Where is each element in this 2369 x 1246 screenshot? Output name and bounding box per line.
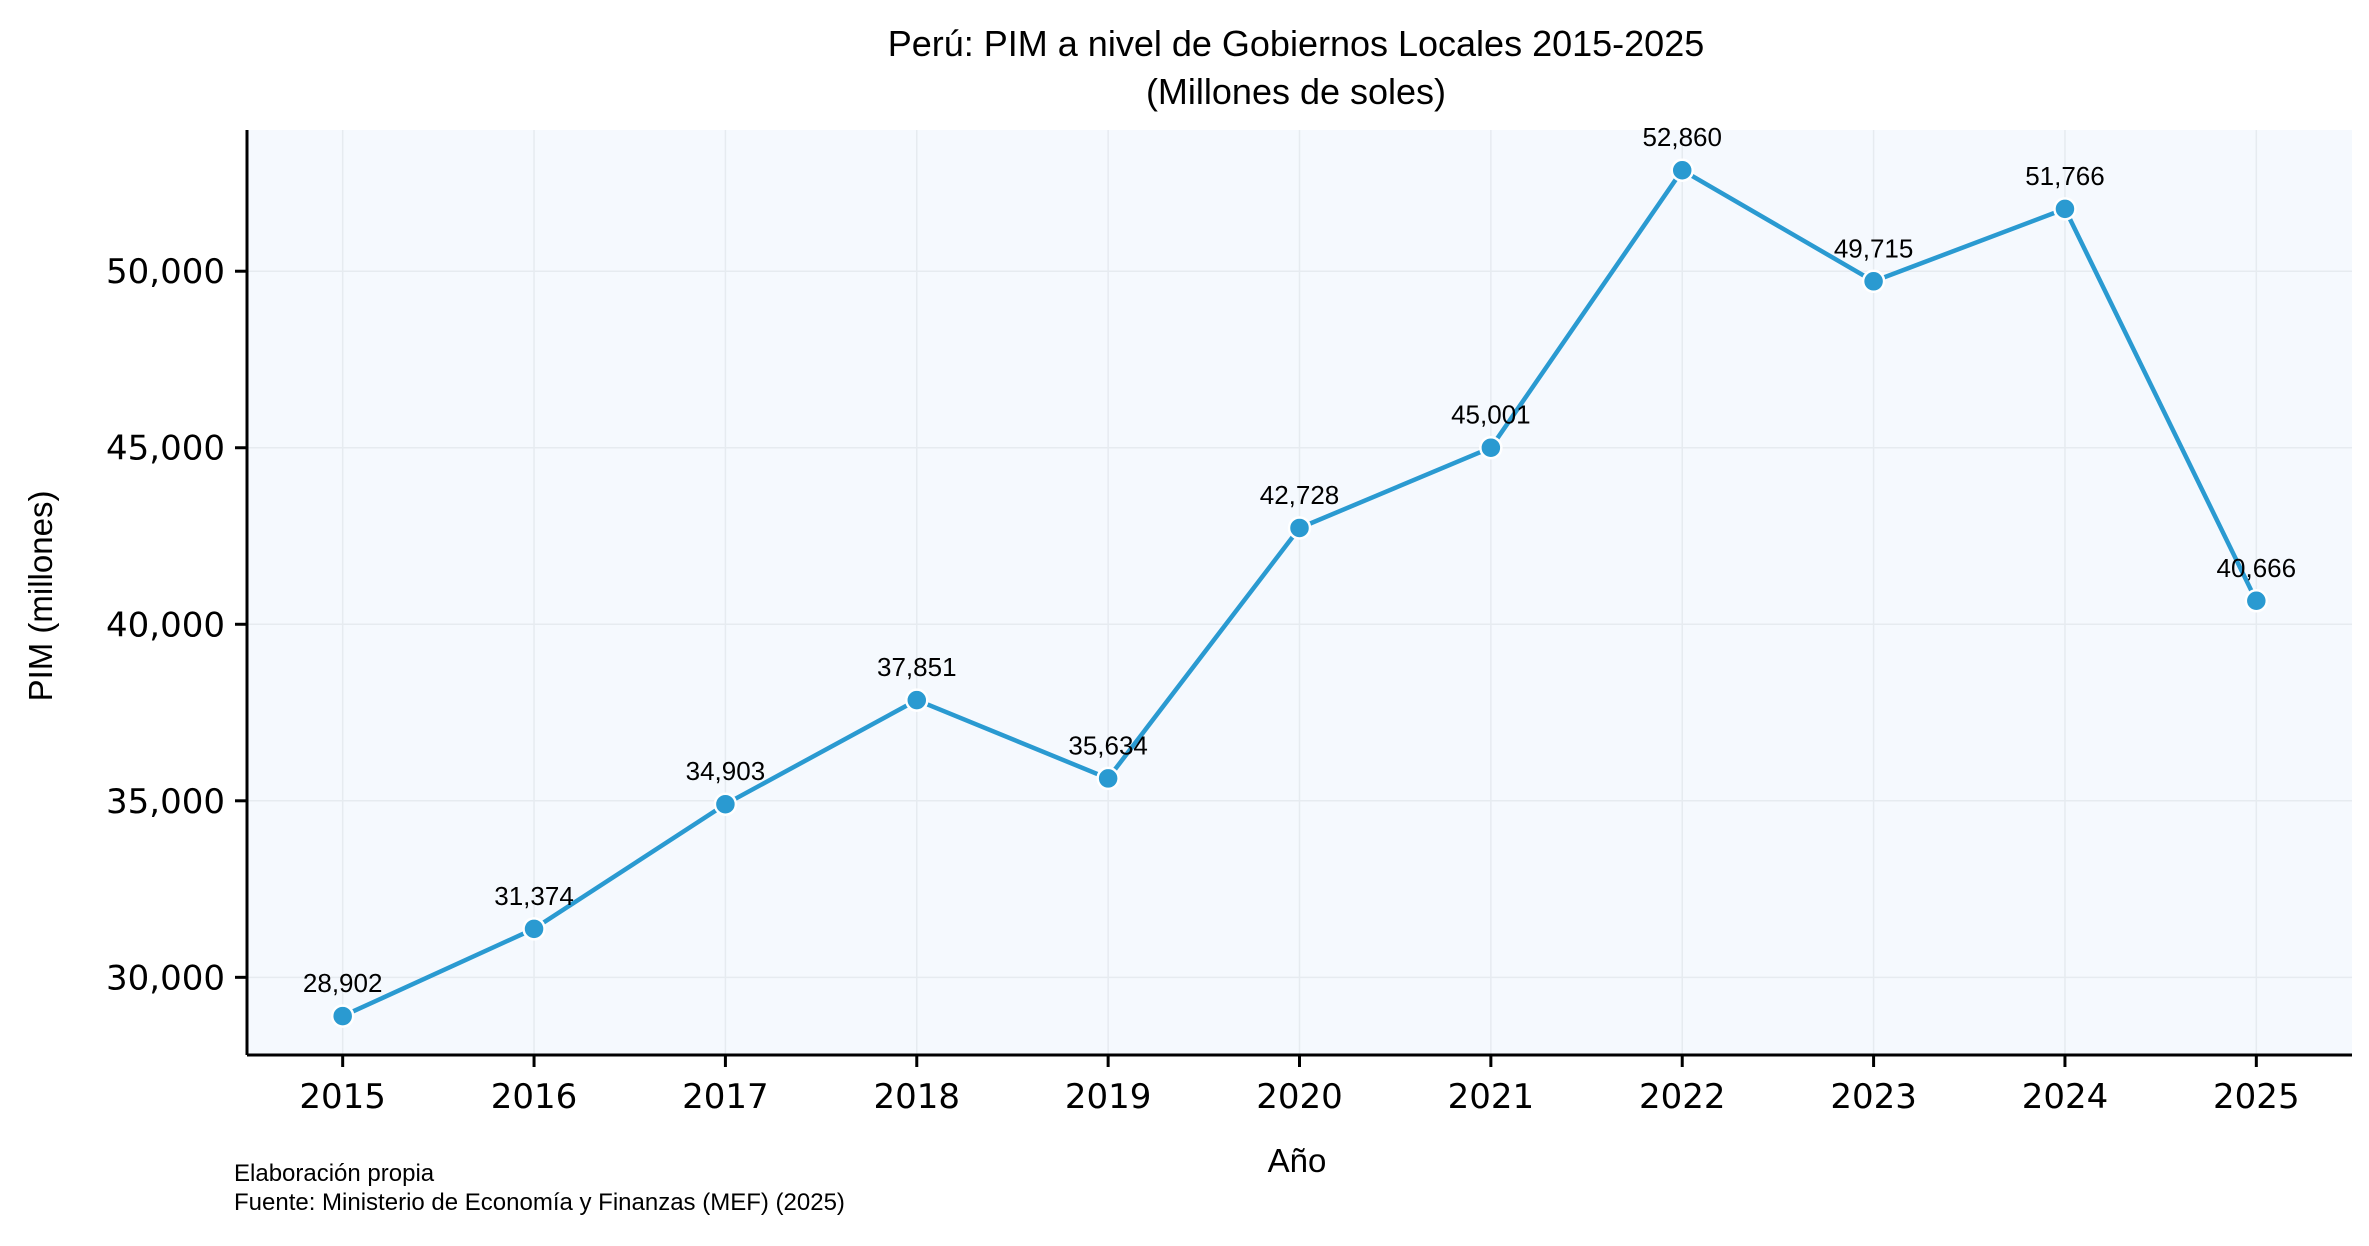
data-label-2024: 51,766 xyxy=(2025,161,2105,191)
y-tick-label: 40,000 xyxy=(106,605,225,645)
x-tick-label: 2024 xyxy=(2022,1077,2109,1117)
x-tick-label: 2018 xyxy=(874,1077,961,1117)
data-point-2021 xyxy=(1479,435,1503,460)
x-tick-label: 2020 xyxy=(1256,1077,1343,1117)
x-tick-label: 2016 xyxy=(491,1077,578,1117)
data-label-2019: 35,634 xyxy=(1068,730,1148,760)
data-points xyxy=(330,158,2269,1028)
x-tick-label: 2017 xyxy=(682,1077,769,1117)
x-axis-label: Año xyxy=(1268,1142,1327,1179)
y-axis-ticks: 30,000 35,000 40,000 45,000 50,000 xyxy=(106,252,247,998)
data-label-2023: 49,715 xyxy=(1834,233,1914,263)
data-label-2020: 42,728 xyxy=(1260,480,1340,510)
data-point-2022 xyxy=(1670,158,1694,182)
y-tick-label: 50,000 xyxy=(106,252,225,292)
data-label-2022: 52,860 xyxy=(1642,122,1722,152)
x-tick-label: 2025 xyxy=(2213,1077,2300,1117)
x-tick-label: 2022 xyxy=(1639,1077,1726,1117)
y-axis-label: PIM (millones) xyxy=(22,491,59,702)
data-label-2017: 34,903 xyxy=(686,756,766,786)
x-tick-label: 2019 xyxy=(1065,1077,1152,1117)
data-point-2016 xyxy=(522,917,546,941)
data-label-2016: 31,374 xyxy=(494,881,574,911)
data-label-2015: 28,902 xyxy=(303,968,383,998)
data-point-2017 xyxy=(713,792,738,816)
data-point-2025 xyxy=(2244,589,2269,613)
data-point-2023 xyxy=(1861,269,1886,294)
chart-title: Perú: PIM a nivel de Gobiernos Locales 2… xyxy=(888,23,1705,64)
note-fuente: Fuente: Ministerio de Economía y Finanza… xyxy=(234,1189,845,1216)
x-axis-ticks: 2015 2016 2017 2018 2019 2020 2021 2022 2023 2024… xyxy=(299,1055,2300,1117)
data-label-2021: 45,001 xyxy=(1451,400,1531,430)
y-tick-label: 35,000 xyxy=(106,782,225,822)
data-point-2018 xyxy=(905,688,929,712)
y-tick-label: 30,000 xyxy=(106,958,225,998)
data-label-2025: 40,666 xyxy=(2217,553,2297,583)
x-tick-label: 2021 xyxy=(1448,1077,1535,1117)
data-point-2015 xyxy=(330,1004,355,1028)
x-tick-label: 2023 xyxy=(1830,1077,1917,1117)
data-labels: 28,902 31,374 34,903 37,851 35,634 42,728 45,0… xyxy=(303,122,2296,998)
data-label-2018: 37,851 xyxy=(877,652,957,682)
data-point-2024 xyxy=(2053,197,2077,221)
note-elaboracion: Elaboración propia xyxy=(234,1160,435,1187)
x-tick-label: 2015 xyxy=(299,1077,386,1117)
chart-subtitle: (Millones de soles) xyxy=(1146,71,1446,112)
data-point-2020 xyxy=(1287,516,1312,540)
y-tick-label: 45,000 xyxy=(106,429,225,469)
data-point-2019 xyxy=(1096,766,1120,791)
